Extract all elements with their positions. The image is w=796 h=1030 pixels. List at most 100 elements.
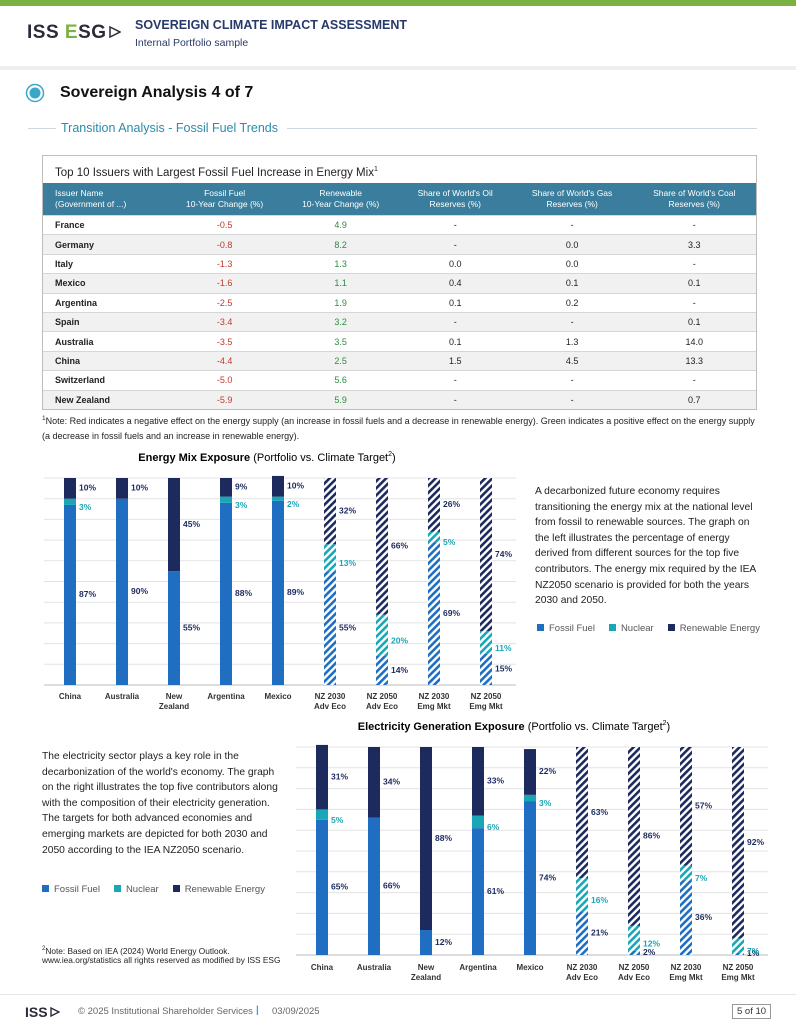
- table-cell: -: [511, 370, 633, 391]
- data-label: 87%: [79, 589, 96, 599]
- column-header: Issuer Name (Government of ...): [43, 183, 167, 216]
- rule: [287, 128, 757, 129]
- legend-label: Fossil Fuel: [549, 623, 595, 634]
- data-label: 1%: [747, 948, 760, 958]
- bar-segment: [576, 878, 588, 912]
- header-text: 10-Year Change (%): [186, 199, 264, 209]
- header-text: Reserves (%): [668, 199, 720, 209]
- table-row: Germany -0.8 8.2-0.0 3.3: [43, 234, 756, 255]
- title-text: Energy Mix Exposure: [138, 452, 250, 464]
- table-cell: 1.1: [282, 273, 399, 294]
- table-cell: 4.5: [511, 350, 633, 371]
- bar-segment: [472, 815, 484, 829]
- table-cell: -: [632, 253, 756, 274]
- rule: [0, 994, 796, 995]
- table-cell: China: [43, 350, 167, 371]
- table-cell: 8.2: [282, 234, 399, 255]
- x-tick-line: Adv Eco: [566, 973, 598, 982]
- table-cell: 1.3: [511, 331, 633, 352]
- bar-segment: [220, 502, 232, 685]
- x-tick-label: Argentina: [459, 963, 497, 972]
- copyright: © 2025 Institutional Shareholder Service…: [78, 1006, 253, 1017]
- note-text: Note: Based on IEA (2024) World Energy O…: [42, 945, 281, 966]
- legend: Fossil Fuel Nuclear Renewable Energy: [537, 623, 760, 634]
- bar-segment: [316, 819, 328, 955]
- column-header: Renewable 10-Year Change (%): [282, 183, 399, 216]
- table-row: Spain -3.4 3.2- -0.1: [43, 311, 756, 332]
- x-tick-label: NZ 2030 Emg Mkt: [669, 963, 703, 982]
- table-cell: -5.9: [166, 389, 283, 409]
- table-cell: -: [632, 292, 756, 313]
- x-tick-line: Australia: [105, 692, 140, 701]
- logo: ISS ESG: [27, 22, 122, 44]
- table-row: Argentina -2.5 1.9 0.1 0.2-: [43, 292, 756, 313]
- data-label: 86%: [643, 831, 660, 841]
- bar-segment: [524, 801, 536, 955]
- header-row: Issuer Name (Government of ...) Fossil Fue…: [43, 183, 756, 216]
- x-tick-line: NZ 2050: [723, 963, 754, 972]
- section-title: Sovereign Analysis 4 of 7: [60, 84, 254, 101]
- header-text: Issuer Name: [55, 188, 104, 198]
- table-cell: 0.1: [511, 273, 633, 294]
- data-label: 63%: [591, 807, 608, 817]
- x-tick-label: Argentina: [207, 692, 245, 701]
- table-cell: Italy: [43, 253, 167, 274]
- bar-segment: [732, 938, 744, 953]
- data-label: 88%: [435, 833, 452, 843]
- bar-segment: [272, 500, 284, 685]
- header-subtitle: Internal Portfolio sample: [135, 37, 249, 49]
- bar-segment: [428, 531, 440, 543]
- x-tick-label: NZ 2030 Adv Eco: [314, 692, 346, 711]
- header-text: Reserves (%): [429, 199, 481, 209]
- data-label: 3%: [79, 502, 92, 512]
- data-label: 11%: [495, 643, 512, 653]
- table-title: Top 10 Issuers with Largest Fossil Fuel …: [43, 156, 756, 183]
- table-cell: 2.5: [282, 350, 399, 371]
- x-tick-line: Emg Mkt: [721, 973, 755, 982]
- legend-label: Nuclear: [620, 623, 654, 634]
- x-tick-label: New Zealand: [411, 963, 441, 982]
- data-label: 65%: [331, 882, 348, 892]
- legend-label: Fossil Fuel: [54, 884, 100, 895]
- legend-swatch: [113, 885, 121, 892]
- table-cell: -: [398, 311, 512, 332]
- table-cell: Argentina: [43, 292, 167, 313]
- paragraph: The electricity sector plays a key role …: [42, 751, 278, 856]
- bar-segment: [324, 571, 336, 685]
- data-label: 14%: [391, 665, 408, 675]
- x-tick-label: Australia: [357, 963, 392, 972]
- x-tick-line: NZ 2030: [567, 963, 598, 972]
- data-label: 5%: [331, 815, 344, 825]
- bar-segment: [480, 653, 492, 685]
- table-title-text: Top 10 Issuers with Largest Fossil Fuel …: [55, 166, 374, 179]
- table-cell: 1.5: [398, 350, 512, 371]
- table-cell: -: [511, 389, 633, 409]
- table-cell: 0.1: [632, 273, 756, 294]
- x-tick-line: Zealand: [159, 702, 189, 711]
- table-cell: 5.6: [282, 370, 399, 391]
- data-label: 12%: [643, 939, 660, 949]
- table-cell: -1.3: [166, 253, 283, 274]
- table-cell: -: [511, 311, 633, 332]
- data-label: 74%: [539, 872, 556, 882]
- bar-segment: [376, 614, 388, 657]
- legend-item: Fossil Fuel: [537, 623, 595, 634]
- x-tick-label: China: [59, 692, 82, 701]
- data-label: 15%: [495, 664, 512, 674]
- bar-segment: [628, 950, 640, 955]
- legend-item: Nuclear: [608, 623, 654, 634]
- column-header: Share of World's Gas Reserves (%): [511, 183, 633, 216]
- bar-segment: [368, 817, 380, 955]
- data-label: 2%: [287, 499, 300, 509]
- data-label: 12%: [435, 937, 452, 947]
- legend-label: Renewable Energy: [679, 623, 760, 634]
- data-label: 33%: [487, 776, 504, 786]
- bar-segment: [324, 478, 336, 545]
- column-header: Share of World's Oil Reserves (%): [398, 183, 512, 216]
- data-label: 74%: [495, 549, 512, 559]
- logo-text: ISS: [25, 1004, 48, 1020]
- x-tick-line: NZ 2050: [367, 692, 398, 701]
- data-label: 31%: [331, 771, 348, 781]
- table-row: China -4.4 2.5 1.5 4.5 13.3: [43, 350, 756, 371]
- bar-segment: [368, 747, 380, 818]
